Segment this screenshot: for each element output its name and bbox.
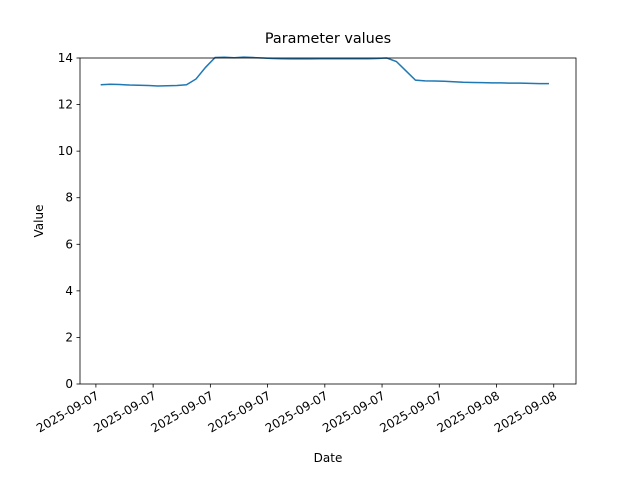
x-tick-label: 2025-09-07 — [34, 388, 101, 435]
x-tick-label: 2025-09-07 — [91, 388, 158, 435]
x-tick-label: 2025-09-08 — [492, 388, 559, 435]
axes-frame — [79, 57, 577, 385]
x-tick-label: 2025-09-07 — [320, 388, 387, 435]
y-axis-label: Value — [32, 205, 46, 238]
x-tick-label: 2025-09-07 — [148, 388, 215, 435]
y-tick-label: 12 — [58, 98, 73, 112]
x-axis-label: Date — [314, 451, 343, 465]
data-line — [100, 56, 549, 87]
y-tick-label: 4 — [65, 284, 73, 298]
chart-title: Parameter values — [265, 31, 391, 47]
y-tick-label: 2 — [65, 330, 73, 344]
y-tick-label: 14 — [58, 51, 73, 65]
y-tick-label: 6 — [65, 237, 73, 251]
x-tick-label: 2025-09-07 — [377, 388, 444, 435]
x-tick-label: 2025-09-08 — [435, 388, 502, 435]
x-tick-label: 2025-09-07 — [206, 388, 273, 435]
x-tick-label: 2025-09-07 — [263, 388, 330, 435]
y-tick-label: 0 — [65, 377, 73, 391]
y-tick-label: 8 — [65, 191, 73, 205]
y-tick-label: 10 — [58, 144, 73, 158]
